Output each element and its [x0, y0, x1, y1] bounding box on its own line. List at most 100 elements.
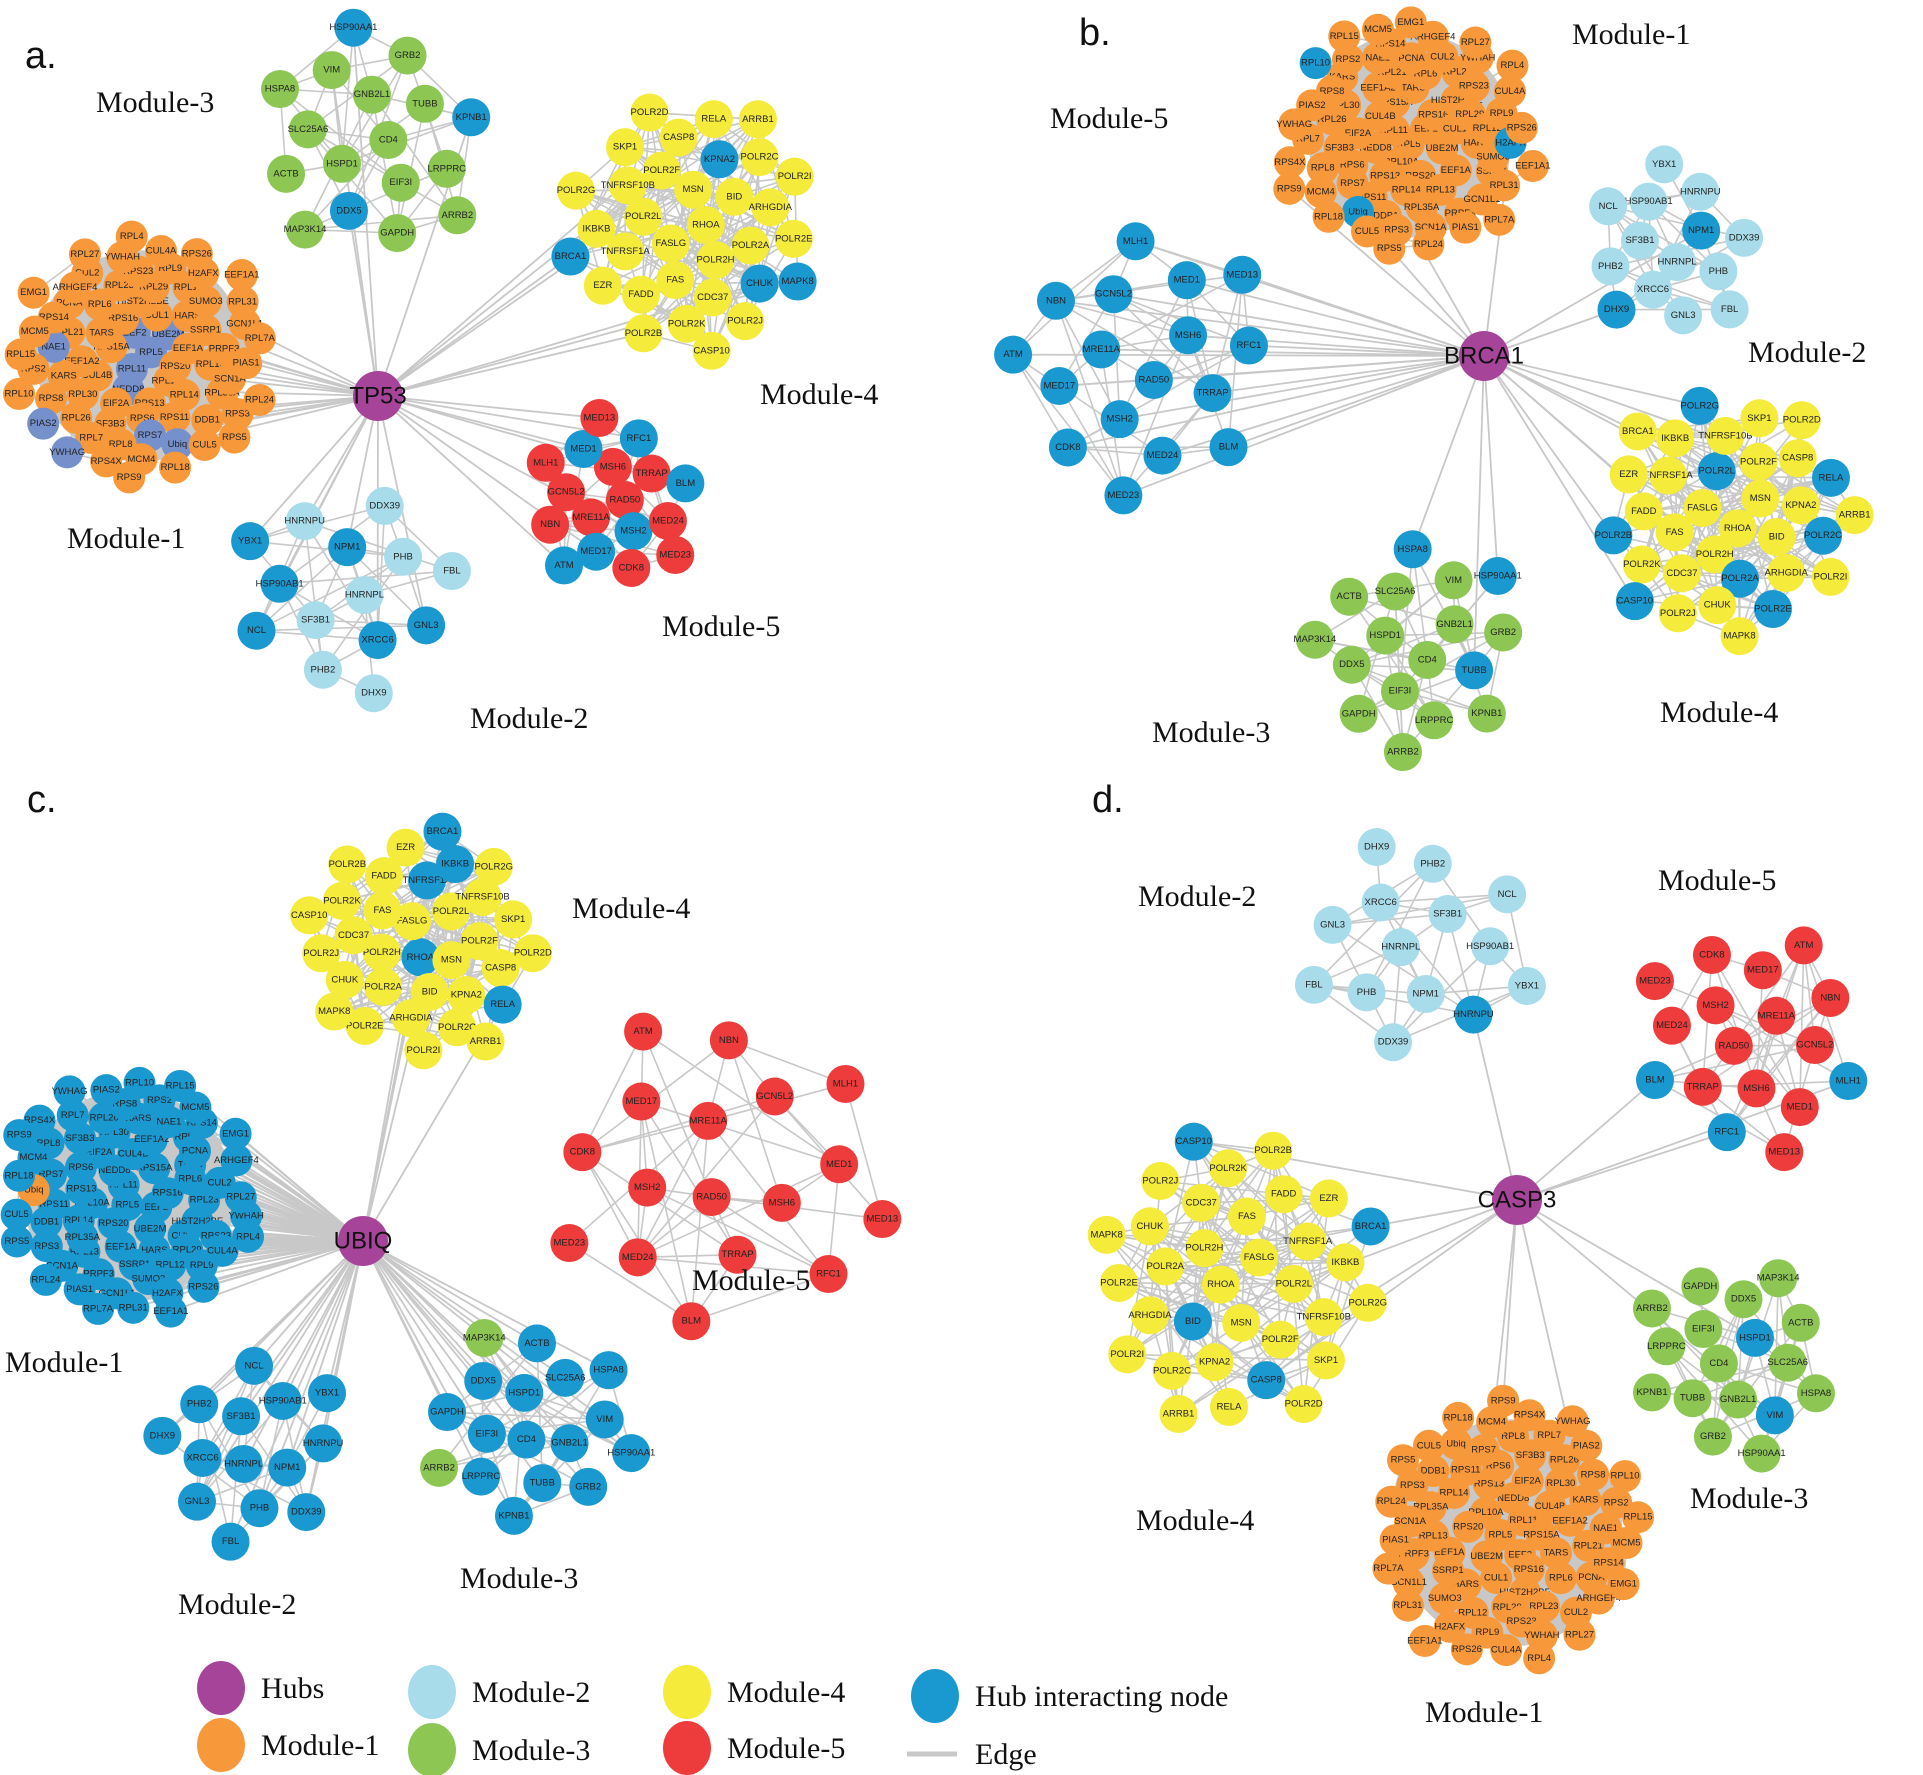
gene-node[interactable]: RPL10 [3, 377, 36, 410]
gene-node[interactable]: PCNA [179, 1135, 212, 1168]
gene-node[interactable]: HSP90AA1 [1474, 556, 1522, 595]
gene-node[interactable]: CDK8 [563, 1133, 602, 1172]
gene-node[interactable]: RPL18 [3, 1159, 36, 1192]
gene-node[interactable]: NCL [237, 611, 276, 650]
gene-node[interactable]: GRB2 [569, 1467, 608, 1506]
gene-node[interactable]: RPS20 [1452, 1510, 1485, 1543]
gene-node[interactable]: RPS7 [1467, 1434, 1500, 1467]
gene-node[interactable]: KARS [1569, 1484, 1602, 1517]
gene-node[interactable]: EZR [583, 266, 622, 305]
gene-node[interactable]: RELA [1210, 1388, 1249, 1427]
gene-node[interactable]: MSH2 [614, 512, 653, 551]
gene-node[interactable]: FASLG [651, 224, 690, 263]
gene-node[interactable]: GNL3 [407, 606, 446, 645]
gene-node[interactable]: GNB2L1 [550, 1424, 589, 1463]
gene-node[interactable]: SF3B1 [1428, 894, 1467, 933]
gene-node[interactable]: ARHGEF4 [1576, 1582, 1621, 1615]
gene-node[interactable]: POLR2C [741, 138, 779, 177]
gene-node[interactable]: YWHAG [49, 436, 85, 469]
gene-node[interactable]: RPS11 [158, 401, 191, 434]
gene-node[interactable]: CHUK [740, 264, 779, 303]
gene-node[interactable]: ATM [1784, 926, 1823, 965]
gene-node[interactable]: RPL7A [243, 322, 276, 355]
gene-node[interactable]: MAP3K14 [1294, 620, 1337, 659]
gene-node[interactable]: MCM5 [1361, 13, 1394, 46]
gene-node[interactable]: POLR2F [1739, 442, 1778, 481]
gene-node[interactable]: POLR2G [1680, 386, 1719, 425]
gene-node[interactable]: MCM4 [1304, 176, 1337, 209]
gene-node[interactable]: RPL10 [1609, 1460, 1642, 1493]
gene-node[interactable]: EMG1 [1394, 6, 1427, 39]
gene-node[interactable]: CDC37 [334, 916, 373, 955]
gene-node[interactable]: MED1 [564, 429, 603, 468]
gene-node[interactable]: RPL4 [1496, 49, 1529, 82]
gene-node[interactable]: RHOA [686, 206, 725, 244]
gene-node[interactable]: SLC25A6 [545, 1358, 586, 1397]
gene-node[interactable]: LRPPRC [462, 1457, 501, 1496]
gene-node[interactable]: POLR2A [1720, 559, 1759, 598]
gene-node[interactable]: CASP10 [1615, 582, 1654, 621]
gene-node[interactable]: EIF3I [467, 1414, 506, 1453]
gene-node[interactable]: CDC37 [1182, 1183, 1221, 1222]
gene-node[interactable]: PHB [1347, 973, 1386, 1012]
gene-node[interactable]: MSH6 [593, 447, 632, 486]
gene-node[interactable]: MAPK8 [315, 992, 354, 1031]
gene-node[interactable]: RPS5 [0, 1225, 33, 1258]
gene-node[interactable]: MSH6 [1737, 1069, 1776, 1108]
gene-node[interactable]: RPS26 [187, 1270, 220, 1303]
gene-node[interactable]: RPS4X [90, 445, 122, 478]
gene-node[interactable]: EIF3I [1380, 672, 1419, 711]
gene-node[interactable]: FBL [1294, 965, 1333, 1004]
gene-node[interactable]: MAPK8 [1720, 617, 1759, 656]
gene-node[interactable]: SKP1 [1306, 1341, 1345, 1380]
gene-node[interactable]: NBN [1036, 281, 1075, 320]
gene-node[interactable]: MED23 [1635, 962, 1674, 1001]
gene-node[interactable]: GCN5L2 [755, 1077, 794, 1116]
gene-node[interactable]: PHB2 [303, 650, 342, 689]
gene-node[interactable]: POLR2G [1349, 1283, 1388, 1322]
gene-node[interactable]: DDX39 [1374, 1023, 1413, 1062]
gene-node[interactable]: POLR2H [363, 933, 401, 972]
hub-node[interactable]: UBIQ [334, 1216, 393, 1266]
gene-node[interactable]: GNB2L1 [352, 75, 391, 114]
gene-node[interactable]: GNB2L1 [1435, 605, 1474, 644]
gene-node[interactable]: RFC1 [1707, 1113, 1746, 1152]
gene-node[interactable]: BID [1757, 518, 1796, 557]
gene-node[interactable]: EZR [1609, 455, 1648, 494]
gene-node[interactable]: MLH1 [526, 443, 565, 482]
gene-node[interactable]: POLR2C [438, 1008, 476, 1047]
gene-node[interactable]: CDK8 [1048, 428, 1087, 467]
gene-node[interactable]: DDX5 [464, 1361, 503, 1400]
gene-node[interactable]: POLR2A [364, 967, 402, 1006]
gene-node[interactable]: RPS26 [1450, 1633, 1483, 1666]
gene-node[interactable]: GCN5L2 [547, 473, 586, 512]
gene-node[interactable]: RPL27 [1459, 26, 1492, 59]
gene-node[interactable]: ACTB [1781, 1303, 1820, 1342]
gene-node[interactable]: MSH2 [1100, 400, 1139, 439]
gene-node[interactable]: FASLG [1683, 488, 1722, 527]
gene-node[interactable]: RPS26 [1505, 111, 1538, 144]
gene-node[interactable]: TRRAP [1683, 1067, 1722, 1106]
gene-node[interactable]: CHUK [1698, 586, 1737, 625]
gene-node[interactable]: TUBB [523, 1464, 562, 1503]
gene-node[interactable]: MED13 [1223, 255, 1262, 294]
gene-node[interactable]: POLR2F [642, 151, 681, 190]
gene-node[interactable]: CD4 [1699, 1344, 1738, 1383]
gene-node[interactable]: CUL5 [0, 1198, 33, 1231]
gene-node[interactable]: POLR2D [1783, 401, 1821, 440]
gene-node[interactable]: MSH6 [1169, 316, 1208, 355]
gene-node[interactable]: CASP10 [692, 331, 731, 370]
gene-node[interactable]: EMG1 [219, 1117, 252, 1150]
gene-node[interactable]: MED24 [1143, 436, 1182, 475]
gene-node[interactable]: POLR2B [1254, 1131, 1293, 1170]
gene-node[interactable]: MAPK8 [778, 262, 817, 301]
gene-node[interactable]: TNFRSF1A [601, 232, 651, 271]
gene-node[interactable]: POLR2B [624, 314, 663, 353]
gene-node[interactable]: RPL4 [232, 1220, 265, 1253]
gene-node[interactable]: YBX1 [231, 522, 270, 561]
gene-node[interactable]: HSPD1 [505, 1373, 544, 1412]
gene-node[interactable]: ARRB2 [420, 1448, 459, 1487]
gene-node[interactable]: POLR2D [631, 93, 669, 132]
gene-node[interactable]: MSH6 [762, 1183, 801, 1222]
gene-node[interactable]: RELA [483, 985, 522, 1024]
